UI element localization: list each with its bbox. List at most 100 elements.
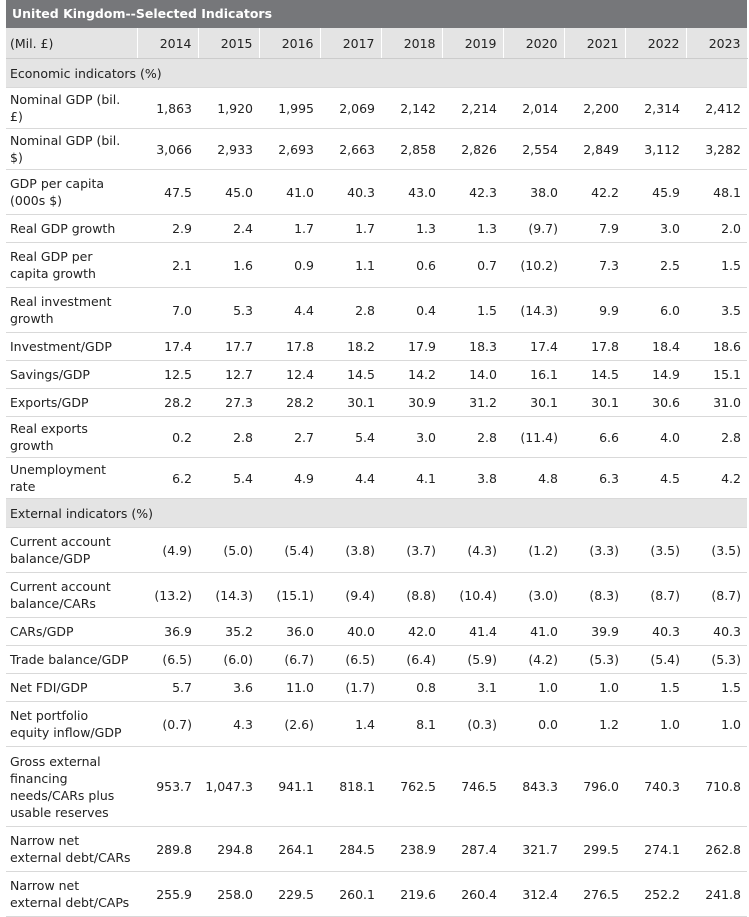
- value-cell: 2,214: [442, 87, 503, 129]
- value-cell: 3,066: [137, 128, 198, 170]
- year-header: 2014: [137, 28, 199, 59]
- table-row: CARs/GDP 36.9 35.2 36.0 40.0 42.0 41.4 41.0 39.9…: [6, 617, 747, 646]
- value-cell: 2.4: [198, 214, 259, 243]
- value-cell: 17.4: [503, 332, 564, 361]
- value-cell: 312.4: [503, 871, 564, 917]
- value-cell: 17.8: [259, 332, 320, 361]
- header-row: (Mil. £) 2014 2015 2016 2017 2018 2019 2…: [6, 28, 748, 59]
- value-cell: 1.1: [320, 242, 381, 288]
- value-cell: 11.0: [259, 673, 320, 702]
- value-cell: 1.5: [686, 242, 747, 288]
- value-cell: (5.3): [686, 645, 747, 674]
- value-cell: 1.0: [625, 701, 686, 747]
- value-cell: 40.0: [320, 617, 381, 646]
- value-cell: 274.1: [625, 826, 686, 872]
- value-cell: 6.2: [137, 457, 198, 499]
- unit-label: (Mil. £): [6, 28, 138, 59]
- value-cell: 15.1: [686, 360, 747, 389]
- value-cell: 2.0: [686, 214, 747, 243]
- value-cell: 7.0: [137, 287, 198, 333]
- table-row: Nominal GDP (bil. $) 3,066 2,933 2,693 2,663…: [6, 128, 747, 170]
- row-label: Real GDP per capita growth: [6, 242, 137, 288]
- value-cell: 28.2: [259, 388, 320, 417]
- table-row: Narrow net external debt/CARs 289.8 294.8 2…: [6, 826, 747, 872]
- value-cell: 36.0: [259, 617, 320, 646]
- value-cell: 3.6: [198, 673, 259, 702]
- value-cell: 0.0: [503, 701, 564, 747]
- row-label: Current account balance/GDP: [6, 527, 137, 573]
- value-cell: (6.7): [259, 645, 320, 674]
- value-cell: 2,014: [503, 87, 564, 129]
- value-cell: 276.5: [564, 871, 625, 917]
- value-cell: 3.1: [442, 673, 503, 702]
- value-cell: (10.4): [442, 572, 503, 618]
- year-header: 2017: [320, 28, 382, 59]
- value-cell: 42.2: [564, 169, 625, 215]
- value-cell: 38.0: [503, 169, 564, 215]
- table-row: GDP per capita (000s $) 47.5 45.0 41.0 40.3 4…: [6, 169, 747, 215]
- value-cell: 5.4: [198, 457, 259, 499]
- section-label: External indicators (%): [6, 498, 747, 528]
- year-header: 2016: [259, 28, 321, 59]
- value-cell: 2,142: [381, 87, 442, 129]
- section-header-row: Economic indicators (%): [6, 58, 747, 88]
- year-header: 2015: [198, 28, 260, 59]
- value-cell: 2.5: [625, 242, 686, 288]
- value-cell: 42.3: [442, 169, 503, 215]
- value-cell: (6.0): [198, 645, 259, 674]
- row-label: Savings/GDP: [6, 360, 137, 389]
- value-cell: 941.1: [259, 746, 320, 827]
- table-row: Real exports growth 0.2 2.8 2.7 5.4 3.0 2.8 (11…: [6, 416, 747, 458]
- value-cell: 4.0: [625, 416, 686, 458]
- value-cell: 17.7: [198, 332, 259, 361]
- value-cell: (8.7): [625, 572, 686, 618]
- value-cell: (4.3): [442, 527, 503, 573]
- value-cell: 4.5: [625, 457, 686, 499]
- value-cell: 18.4: [625, 332, 686, 361]
- value-cell: 229.5: [259, 871, 320, 917]
- value-cell: 2.8: [686, 416, 747, 458]
- row-label: Narrow net external debt/CAPs: [6, 871, 137, 917]
- value-cell: (1.7): [320, 673, 381, 702]
- value-cell: 31.0: [686, 388, 747, 417]
- value-cell: 4.2: [686, 457, 747, 499]
- value-cell: (14.3): [198, 572, 259, 618]
- value-cell: (6.4): [381, 645, 442, 674]
- value-cell: 14.9: [625, 360, 686, 389]
- table-row: Real GDP per capita growth 2.1 1.6 0.9 1.1 0.…: [6, 242, 747, 288]
- value-cell: 2.8: [198, 416, 259, 458]
- value-cell: 1.4: [320, 701, 381, 747]
- value-cell: 1.3: [442, 214, 503, 243]
- value-cell: 2.8: [442, 416, 503, 458]
- value-cell: 219.6: [381, 871, 442, 917]
- value-cell: 953.7: [137, 746, 198, 827]
- table-row: Net portfolio equity inflow/GDP (0.7) 4.3(…: [6, 701, 747, 747]
- value-cell: 284.5: [320, 826, 381, 872]
- row-label: Real exports growth: [6, 416, 137, 458]
- value-cell: 41.0: [259, 169, 320, 215]
- value-cell: 40.3: [686, 617, 747, 646]
- value-cell: 2,933: [198, 128, 259, 170]
- value-cell: 2.1: [137, 242, 198, 288]
- value-cell: 6.6: [564, 416, 625, 458]
- value-cell: 255.9: [137, 871, 198, 917]
- value-cell: (13.2): [137, 572, 198, 618]
- value-cell: 258.0: [198, 871, 259, 917]
- value-cell: 2,849: [564, 128, 625, 170]
- value-cell: 762.5: [381, 746, 442, 827]
- value-cell: 12.7: [198, 360, 259, 389]
- value-cell: (1.2): [503, 527, 564, 573]
- value-cell: 321.7: [503, 826, 564, 872]
- value-cell: 0.6: [381, 242, 442, 288]
- table-row: Exports/GDP 28.2 27.3 28.2 30.1 30.9 31.2 30.1 3…: [6, 388, 747, 417]
- row-label: Net FDI/GDP: [6, 673, 137, 702]
- value-cell: 12.4: [259, 360, 320, 389]
- value-cell: 7.9: [564, 214, 625, 243]
- table-body: Economic indicators (%) Nominal GDP (bil.…: [6, 58, 747, 917]
- indicators-table-panel: United Kingdom--Selected Indicators (Mil…: [6, 0, 748, 917]
- value-cell: 14.5: [320, 360, 381, 389]
- table-row: Current account balance/CARs (13.2) (14.3)…: [6, 572, 747, 618]
- value-cell: 2,069: [320, 87, 381, 129]
- value-cell: 0.4: [381, 287, 442, 333]
- value-cell: 2,314: [625, 87, 686, 129]
